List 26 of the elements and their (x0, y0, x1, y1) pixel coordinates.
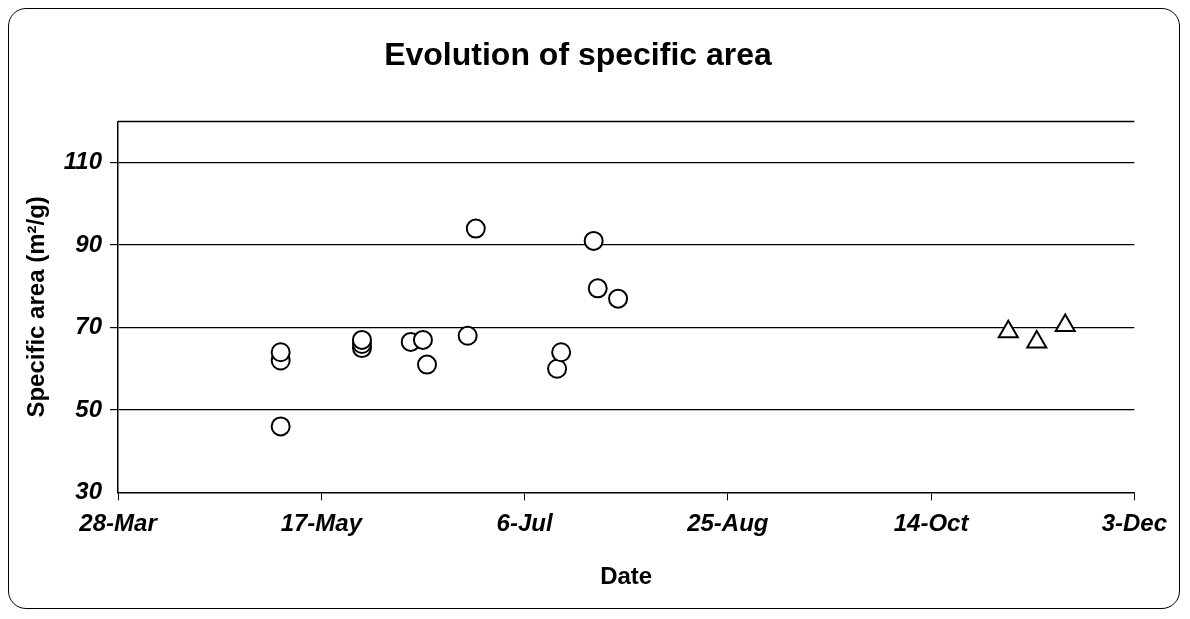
y-tick-label: 90 (75, 229, 103, 257)
y-tick-label: 30 (75, 477, 103, 505)
point (417, 354, 437, 375)
y-tick-label: 70 (75, 312, 103, 340)
point (465, 218, 486, 239)
x-tick-label: 6-Jul (496, 509, 554, 537)
point (270, 416, 291, 437)
point (270, 342, 291, 363)
x-tick-label: 28-Mar (78, 509, 159, 537)
point (608, 288, 629, 309)
y-tick-label: 50 (75, 394, 103, 422)
point (457, 325, 478, 346)
x-tick-label: 14-Oct (893, 509, 970, 537)
point (587, 278, 608, 299)
point (351, 329, 372, 350)
x-tick-label: 17-May (280, 509, 364, 537)
point (547, 358, 568, 379)
y-tick-label: 110 (63, 147, 103, 175)
x-tick-label: 3-Dec (1101, 509, 1167, 537)
x-tick-label: 25-Aug (686, 509, 769, 537)
y-axis-title: Specific area (m²/g) (22, 196, 50, 418)
x-axis-title: Date (600, 562, 653, 590)
chart-title: Evolution of specific area (384, 36, 773, 73)
point (583, 230, 604, 251)
point (412, 329, 433, 350)
point (551, 342, 572, 363)
